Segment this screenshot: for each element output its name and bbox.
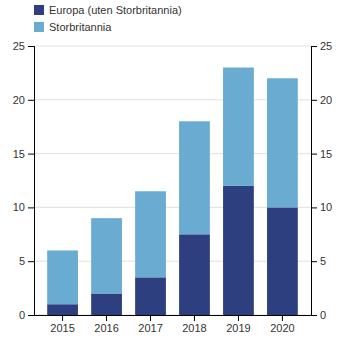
tick-label: 10 [13, 201, 25, 213]
legend-swatch [34, 5, 44, 15]
tick-mark [311, 207, 317, 208]
tick-label: 15 [320, 148, 332, 160]
bar [179, 234, 210, 315]
tick: 15 [311, 148, 332, 160]
plot: 2015 2016 2017 2018 2019 2020 0 5 10 15 20 25 0 5 10 15… [13, 40, 333, 334]
axis-domain [312, 47, 318, 316]
tick-label: 5 [19, 255, 25, 267]
bar [47, 304, 78, 315]
tick: 25 [311, 40, 332, 52]
tick-mark [28, 154, 34, 155]
grid [34, 46, 311, 315]
series [47, 186, 298, 315]
chart: 2015 2016 2017 2018 2019 2020 0 5 10 15 20 25 0 5 10 15… [0, 0, 345, 341]
tick-mark [28, 261, 34, 262]
bar [179, 121, 210, 234]
bar [47, 250, 78, 304]
tick-label: 2016 [94, 322, 118, 334]
tick: 10 [311, 201, 332, 213]
tick: 2015 [50, 315, 74, 334]
tick: 2020 [270, 315, 294, 334]
bar [223, 186, 254, 315]
bar [223, 68, 254, 186]
legend-item: Europa (uten Storbritannia) [34, 4, 182, 16]
tick-mark [150, 315, 151, 321]
tick-label: 15 [13, 148, 25, 160]
grid-line [34, 46, 311, 47]
tick-label: 2017 [138, 322, 162, 334]
tick-mark [282, 315, 283, 321]
tick: 2016 [94, 315, 118, 334]
tick-mark [311, 261, 317, 262]
bar [135, 191, 166, 277]
tick-label: 0 [19, 309, 25, 321]
tick-label: 10 [320, 201, 332, 213]
tick-label: 2018 [182, 322, 206, 334]
bar [91, 218, 122, 293]
tick-label: 20 [320, 94, 332, 106]
tick-mark [194, 315, 195, 321]
series [47, 68, 298, 305]
x-axis: 2015 2016 2017 2018 2019 2020 [35, 315, 312, 334]
tick: 5 [19, 255, 34, 267]
legend-label: Europa (uten Storbritannia) [49, 4, 182, 16]
tick: 0 [311, 309, 326, 321]
tick-mark [311, 154, 317, 155]
tick: 2018 [182, 315, 206, 334]
tick-label: 5 [320, 255, 326, 267]
tick-label: 2020 [270, 322, 294, 334]
tick-mark [28, 207, 34, 208]
tick: 2019 [226, 315, 250, 334]
tick-label: 25 [13, 40, 25, 52]
axis-domain [28, 47, 35, 316]
tick-mark [62, 315, 63, 321]
tick-label: 2019 [226, 322, 250, 334]
tick: 0 [19, 309, 34, 321]
bar [267, 207, 298, 315]
legend-swatch [34, 22, 44, 32]
bar [91, 293, 122, 315]
tick-label: 2015 [50, 322, 74, 334]
tick: 20 [13, 94, 34, 106]
tick: 10 [13, 201, 34, 213]
tick-mark [238, 315, 239, 321]
legend-item: Storbritannia [34, 21, 112, 33]
tick-mark [311, 315, 317, 316]
bars [47, 68, 298, 315]
tick-mark [106, 315, 107, 321]
tick-mark [28, 315, 34, 316]
tick-label: 25 [320, 40, 332, 52]
tick: 15 [13, 148, 34, 160]
tick: 5 [311, 255, 326, 267]
tick: 25 [13, 40, 34, 52]
bar [267, 78, 298, 207]
y-axis: 0 5 10 15 20 25 [13, 40, 35, 321]
legend-label: Storbritannia [49, 21, 112, 33]
y2-axis: 0 5 10 15 20 25 [311, 40, 332, 321]
legend: Europa (uten Storbritannia) Storbritannia [34, 4, 182, 33]
tick-mark [311, 46, 317, 47]
axis-domain [35, 315, 312, 316]
tick: 20 [311, 94, 332, 106]
tick-mark [28, 46, 34, 47]
tick-label: 0 [320, 309, 326, 321]
tick-mark [28, 100, 34, 101]
tick-label: 20 [13, 94, 25, 106]
bar [135, 277, 166, 315]
tick: 2017 [138, 315, 162, 334]
tick-mark [311, 100, 317, 101]
